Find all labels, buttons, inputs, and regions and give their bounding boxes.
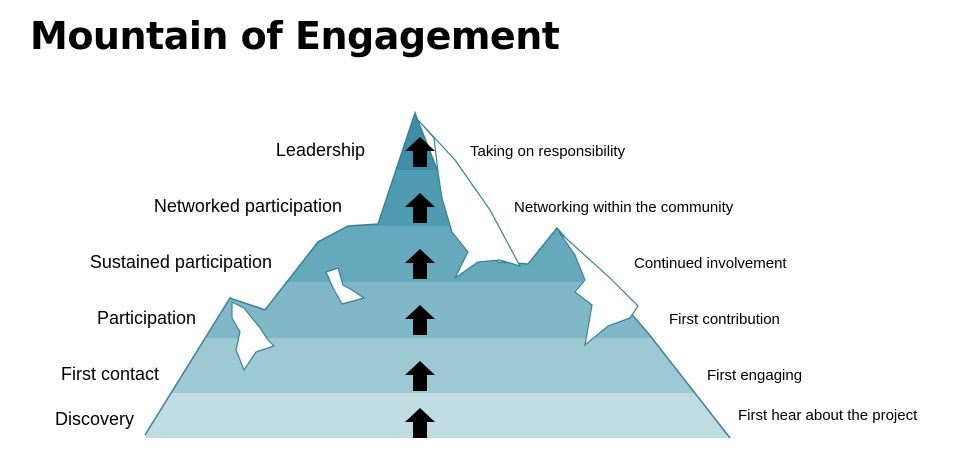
up-arrow-icon <box>405 249 435 279</box>
stage-label: Participation <box>96 308 196 328</box>
stage-description: Continued involvement <box>634 255 787 272</box>
snow-patch-right <box>558 231 639 347</box>
up-arrow-icon <box>405 408 435 438</box>
mountain-outline <box>144 110 731 439</box>
snow-patch-center <box>325 267 366 305</box>
stage-label: Leadership <box>275 140 365 160</box>
level-band <box>145 338 730 393</box>
stage-description: First contribution <box>669 311 780 328</box>
page-title: Mountain of Engagement <box>30 14 560 58</box>
level-band <box>145 282 730 338</box>
stage-label: First contact <box>60 364 159 384</box>
stage-description: First engaging <box>707 367 803 384</box>
up-arrow-icon <box>405 305 435 335</box>
stage-description: Taking on responsibility <box>470 143 626 160</box>
stage-label: Sustained participation <box>89 252 272 272</box>
up-arrow-icon <box>405 193 435 223</box>
snow-patch-left <box>231 301 276 372</box>
up-arrow-icon <box>405 361 435 391</box>
up-arrow-icon <box>405 137 435 167</box>
stage-description: First hear about the project <box>738 407 918 424</box>
snow-patch-peak <box>417 119 522 279</box>
level-band <box>145 393 730 438</box>
stage-description: Networking within the community <box>514 199 734 216</box>
stage-label: Discovery <box>54 409 134 429</box>
stage-label: Networked participation <box>153 196 342 216</box>
